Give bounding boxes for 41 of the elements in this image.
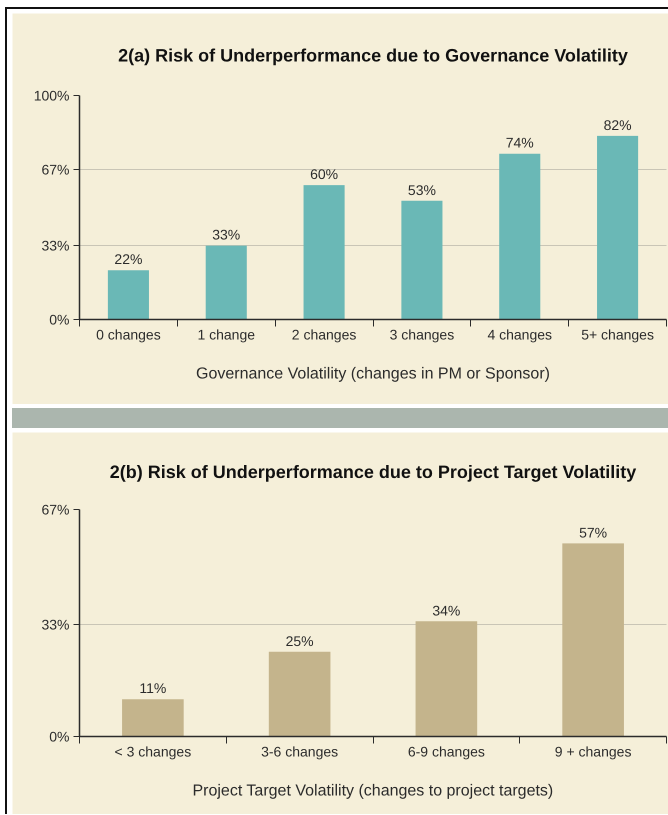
y-tick-label: 33% xyxy=(41,616,70,633)
bar xyxy=(108,270,149,320)
bar xyxy=(416,621,478,736)
chart-title: 2(a) Risk of Underperformance due to Governance Volatility xyxy=(118,46,628,66)
data-label: 34% xyxy=(432,602,460,618)
data-label: 33% xyxy=(212,226,240,243)
bar xyxy=(597,136,638,320)
data-label: 74% xyxy=(506,134,534,151)
x-axis-title: Governance Volatility (changes in PM or Sponsor) xyxy=(196,366,550,382)
x-tick-label: 1 change xyxy=(197,326,256,342)
data-label: 11% xyxy=(139,680,166,696)
data-label: 53% xyxy=(408,182,436,198)
bar xyxy=(304,185,345,320)
bar xyxy=(122,699,184,736)
bar xyxy=(268,652,330,736)
x-axis-title: Project Target Volatility (changes to project targets) xyxy=(192,782,554,800)
x-tick-label: 5+ changes xyxy=(581,326,654,342)
data-label: 60% xyxy=(310,166,338,182)
chart-title: 2(b) Risk of Underperformance due to Project Target Volatility xyxy=(110,462,636,482)
data-label: 22% xyxy=(114,251,142,268)
y-tick-label: 0% xyxy=(49,312,70,328)
bar xyxy=(562,543,624,736)
x-tick-label: 6-9 changes xyxy=(408,744,485,760)
y-tick-label: 33% xyxy=(41,238,70,254)
data-label: 25% xyxy=(286,632,314,649)
bar xyxy=(206,246,247,320)
x-tick-label: 9 + changes xyxy=(554,744,632,760)
x-tick-label: 3-6 changes xyxy=(261,744,338,760)
y-tick-label: 100% xyxy=(34,88,70,104)
x-tick-label: < 3 changes xyxy=(114,744,192,760)
y-tick-label: 67% xyxy=(41,502,70,518)
bar xyxy=(401,200,442,320)
data-label: 57% xyxy=(579,524,608,540)
x-tick-label: 3 changes xyxy=(390,326,454,342)
x-tick-label: 4 changes xyxy=(487,326,552,342)
y-tick-label: 0% xyxy=(49,728,70,744)
y-tick-label: 67% xyxy=(41,161,70,178)
x-tick-label: 0 changes xyxy=(96,326,161,342)
x-tick-label: 2 changes xyxy=(292,326,356,342)
bar xyxy=(499,154,540,320)
data-label: 82% xyxy=(604,116,632,133)
